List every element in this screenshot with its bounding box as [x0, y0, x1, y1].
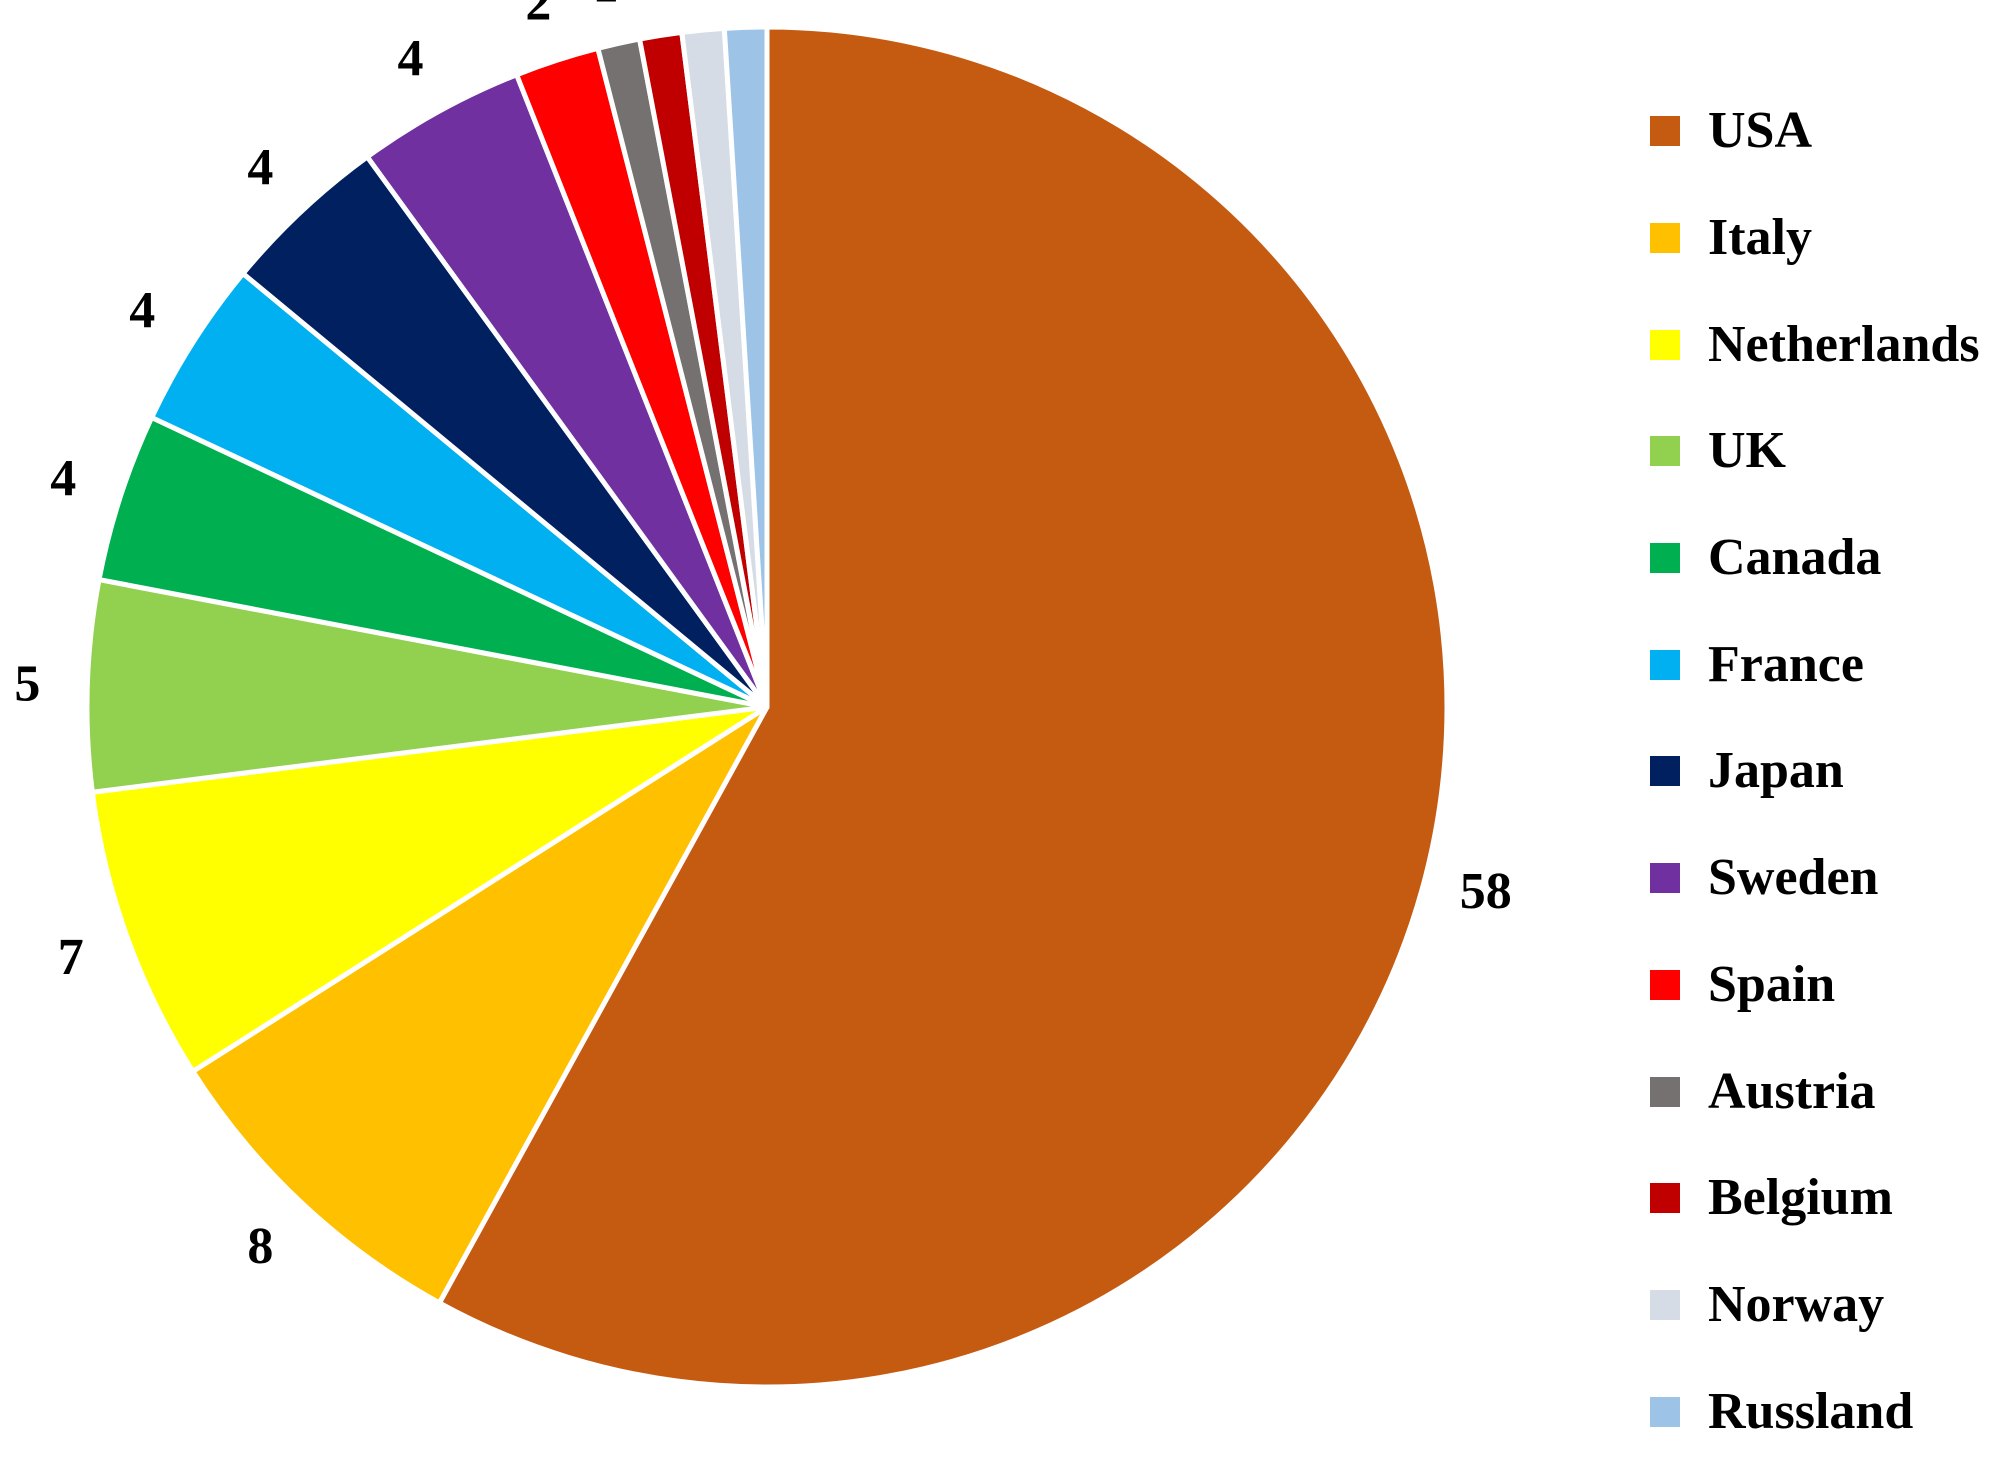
legend-swatch [1650, 756, 1680, 787]
legend-swatch [1650, 863, 1680, 894]
legend-swatch [1650, 649, 1680, 680]
legend-swatch [1650, 1289, 1680, 1320]
data-label-netherlands: 7 [58, 929, 84, 986]
legend-swatch [1650, 1183, 1680, 1214]
pie-slice-netherlands [89, 704, 770, 1074]
pie-slice-uk [84, 577, 770, 795]
pie-chart-svg: 58875444421111 [14, 0, 1512, 1390]
legend-label: Sweden [1708, 849, 1879, 907]
legend-swatch [1650, 543, 1680, 574]
legend-item-norway: Norway [1650, 1252, 1980, 1359]
data-label-belgium: 1 [638, 0, 664, 5]
legend-label: France [1708, 635, 1864, 693]
legend-item-netherlands: Netherlands [1650, 291, 1980, 398]
data-label-japan: 4 [247, 139, 273, 196]
legend-item-belgium: Belgium [1650, 1145, 1980, 1252]
data-label-sweden: 4 [398, 30, 424, 87]
legend-label: Norway [1708, 1275, 1885, 1333]
data-label-france: 4 [129, 282, 155, 339]
data-label-uk: 5 [14, 655, 40, 712]
data-label-canada: 4 [50, 450, 76, 507]
legend-label: Canada [1708, 529, 1882, 587]
legend-label: Austria [1708, 1062, 1876, 1120]
pie-data-labels: 58875444421111 [14, 0, 1511, 1275]
legend-item-spain: Spain [1650, 932, 1980, 1039]
pie-slice-italy [190, 704, 770, 1306]
legend-swatch [1650, 223, 1680, 254]
data-label-usa: 58 [1460, 863, 1512, 920]
legend-item-france: France [1650, 611, 1980, 718]
legend-label: Russland [1708, 1382, 1914, 1440]
pie-slice-usa [436, 24, 1450, 1390]
legend-item-austria: Austria [1650, 1038, 1980, 1145]
legend-label: Netherlands [1708, 315, 1980, 373]
legend-item-usa: USA [1650, 78, 1980, 185]
legend-swatch [1650, 1076, 1680, 1107]
legend-swatch [1650, 436, 1680, 467]
legend-swatch [1650, 329, 1680, 360]
legend-swatch [1650, 1396, 1680, 1427]
legend-item-uk: UK [1650, 398, 1980, 505]
legend-label: Italy [1708, 209, 1812, 267]
data-label-spain: 2 [525, 0, 551, 32]
legend-item-italy: Italy [1650, 185, 1980, 292]
data-label-austria: 1 [593, 0, 619, 13]
chart-legend: USA Italy Netherlands UK Canada France Japan Sw… [1650, 78, 1980, 1465]
legend-swatch [1650, 969, 1680, 1000]
legend-item-sweden: Sweden [1650, 825, 1980, 932]
legend-label: Spain [1708, 955, 1836, 1013]
legend-swatch [1650, 116, 1680, 147]
country-pie-chart: 58875444421111 USAItalyNetherlandsUKCana… [14, 0, 1979, 1437]
legend-item-japan: Japan [1650, 718, 1980, 825]
legend-item-russland: Russland [1650, 1358, 1980, 1465]
data-label-italy: 8 [247, 1218, 273, 1275]
pie-slices [84, 24, 1450, 1390]
pie-slice-russland [721, 24, 770, 710]
legend-label: Belgium [1708, 1169, 1893, 1227]
legend-label: USA [1708, 102, 1813, 160]
legend-item-canada: Canada [1650, 505, 1980, 612]
legend-label: UK [1708, 422, 1786, 480]
legend-label: Japan [1708, 742, 1844, 800]
